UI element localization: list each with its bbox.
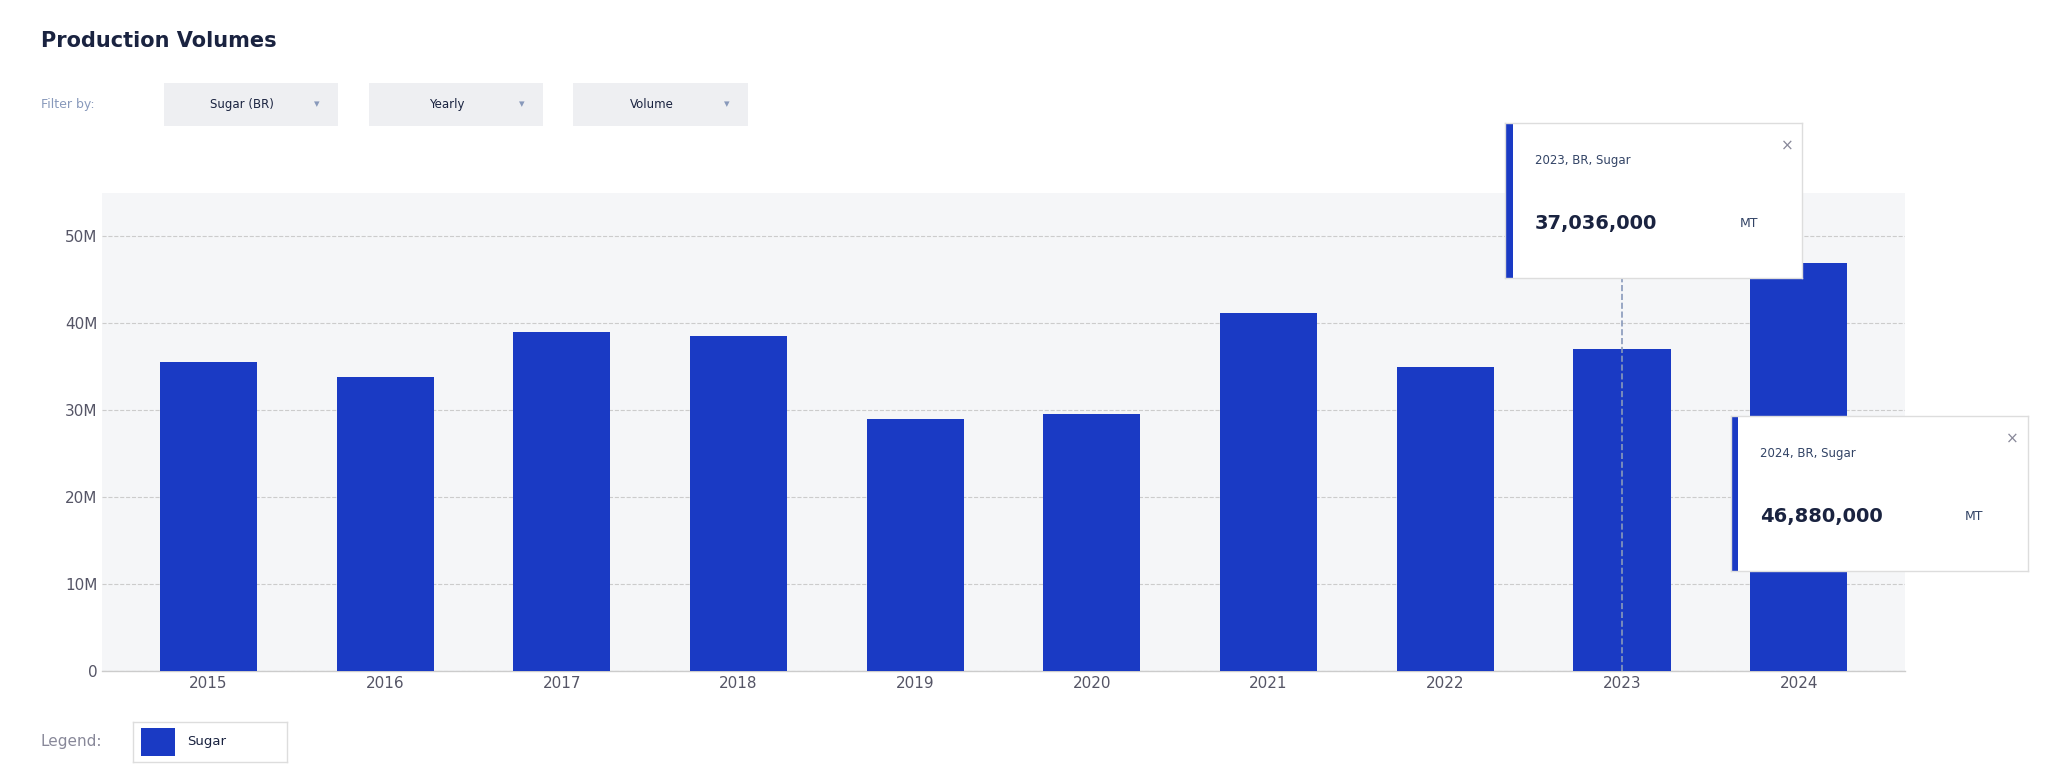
Bar [690, 336, 786, 671]
Bar [1751, 264, 1847, 671]
Bar [1731, 416, 1739, 571]
Bar [336, 377, 434, 671]
Bar [160, 362, 256, 671]
Text: Yearly: Yearly [430, 98, 465, 111]
Text: ▾: ▾ [723, 99, 729, 109]
Bar [1221, 313, 1317, 671]
Text: MT: MT [1741, 217, 1759, 230]
Text: Sugar (BR): Sugar (BR) [211, 98, 274, 111]
Bar [141, 728, 174, 756]
Bar [1505, 123, 1513, 278]
Text: MT: MT [1966, 510, 1985, 523]
Bar [514, 332, 610, 671]
Text: 2023, BR, Sugar: 2023, BR, Sugar [1536, 154, 1630, 167]
Text: ▾: ▾ [313, 99, 319, 109]
Text: Filter by:: Filter by: [41, 98, 94, 110]
Text: Sugar: Sugar [186, 736, 225, 748]
Text: Production Volumes: Production Volumes [41, 31, 276, 51]
Text: ×: × [2007, 432, 2019, 446]
Bar [1397, 366, 1493, 671]
Text: 46,880,000: 46,880,000 [1759, 507, 1882, 526]
Bar [1042, 414, 1141, 671]
Text: Legend:: Legend: [41, 734, 102, 749]
Text: ×: × [1782, 139, 1794, 153]
Text: 2024, BR, Sugar: 2024, BR, Sugar [1759, 447, 1855, 460]
Text: 37,036,000: 37,036,000 [1536, 214, 1657, 233]
Bar [1573, 349, 1671, 671]
Text: Volume: Volume [631, 98, 674, 111]
Text: ▾: ▾ [518, 99, 524, 109]
Bar [866, 419, 965, 671]
